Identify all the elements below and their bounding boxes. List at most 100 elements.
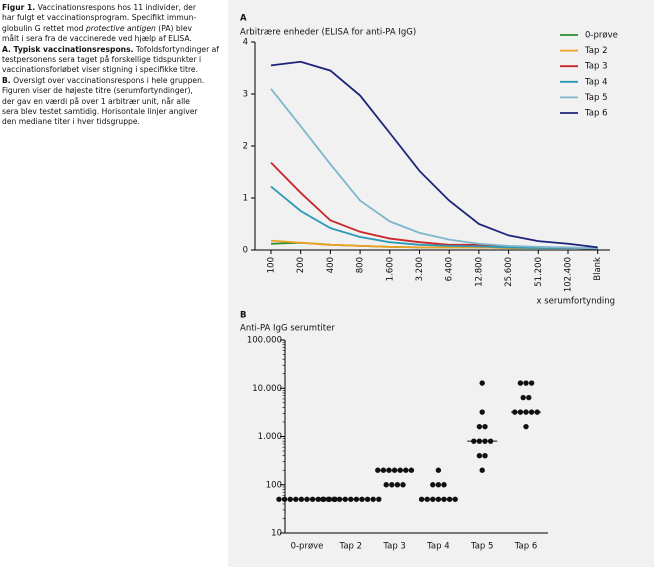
caption-line: Figur 1. Vaccinationsrespons hos 11 indi… xyxy=(2,3,224,13)
caption-line: har fulgt et vaccinationsprogram. Specif… xyxy=(2,13,224,23)
caption-run: testpersonens sera taget på forskellige … xyxy=(2,55,202,65)
caption-line: der gav en værdi på over 1 arbitrær unit… xyxy=(2,97,224,107)
dot xyxy=(375,467,381,473)
x-tick-label: Tap 2 xyxy=(339,542,363,552)
series-line xyxy=(270,185,598,250)
panel-title: B xyxy=(240,311,246,321)
legend-label: Tap 4 xyxy=(584,77,608,87)
dot xyxy=(523,423,529,430)
caption-run: B. xyxy=(2,75,11,85)
x-tick-label: 400 xyxy=(326,257,336,273)
caption-run: (PA) blev xyxy=(155,23,192,33)
y-axis-label: Anti-PA IgG serumtiter xyxy=(240,324,335,334)
dot xyxy=(479,380,485,386)
x-tick-label: 25.600 xyxy=(504,257,514,287)
series-line xyxy=(270,60,598,249)
dot xyxy=(435,467,442,473)
x-tick-label: Tap 6 xyxy=(514,542,538,552)
dot xyxy=(331,496,337,502)
y-tick-label: 100 xyxy=(266,480,282,490)
x-tick-label: Blank xyxy=(593,257,603,281)
y-tick-label: 3 xyxy=(243,90,248,100)
dot xyxy=(418,496,425,502)
caption-run: har fulgt et vaccinationsprogram. Specif… xyxy=(2,13,197,23)
dot xyxy=(389,482,395,488)
y-tick-label: 2 xyxy=(243,142,248,152)
legend-label: Tap 5 xyxy=(584,93,608,103)
dot xyxy=(517,380,524,386)
dot xyxy=(452,496,458,502)
caption-line: målt i sera fra de vaccinerede ved hjælp… xyxy=(2,34,224,44)
y-tick-label: 1 xyxy=(243,194,248,204)
dot xyxy=(400,482,406,488)
y-tick-label: 4 xyxy=(243,38,248,48)
dot xyxy=(526,394,532,401)
x-tick-label: 51.200 xyxy=(534,257,544,287)
caption-line: vaccinationsforløbet viser stigning i sp… xyxy=(2,65,224,75)
dot xyxy=(479,409,485,415)
x-tick-label: 800 xyxy=(356,257,366,273)
x-tick-label: 100 xyxy=(267,257,277,273)
dot xyxy=(376,496,382,502)
x-axis-label: x serumfortynding xyxy=(536,297,615,307)
caption-run: der gav en værdi på over 1 arbitrær unit… xyxy=(2,96,190,106)
caption-line: A. Typisk vaccinationsrespons. Tofoldsfo… xyxy=(2,45,224,55)
y-axis-label: Arbitrære enheder (ELISA for anti-PA IgG… xyxy=(240,28,416,38)
caption-run: vaccinationsforløbet viser stigning i sp… xyxy=(2,65,199,75)
caption-line: sera blev testet samtidig. Horisontale l… xyxy=(2,107,224,117)
caption-run: Tofoldsfortyndinger af xyxy=(133,44,219,54)
x-tick-label: 6.400 xyxy=(445,257,455,281)
x-tick-label: 200 xyxy=(296,257,306,273)
dot xyxy=(476,453,483,459)
x-tick-label: 3.200 xyxy=(415,257,425,281)
dot xyxy=(408,467,415,473)
dot xyxy=(383,482,389,488)
dot xyxy=(430,482,436,488)
caption-run: Figur 1. xyxy=(2,3,36,12)
caption-line: den mediane titer i hver tidsgruppe. xyxy=(2,117,224,127)
legend-label: Tap 6 xyxy=(584,109,608,119)
x-tick-label: Tap 3 xyxy=(382,542,406,552)
dot xyxy=(482,423,488,430)
y-tick-label: 100.000 xyxy=(247,336,282,346)
dot xyxy=(476,423,483,430)
dot xyxy=(320,496,326,502)
caption: Figur 1. Vaccinationsrespons hos 11 indi… xyxy=(2,3,224,128)
legend-label: Tap 2 xyxy=(584,46,608,56)
dot xyxy=(370,496,376,502)
caption-line: testpersonens sera taget på forskellige … xyxy=(2,55,224,65)
panel-bg xyxy=(228,0,654,567)
dot xyxy=(479,467,485,473)
caption-line: globulin G rettet mod protective antigen… xyxy=(2,24,224,34)
dot xyxy=(435,482,442,488)
dot xyxy=(281,496,288,502)
caption-run: Oversigt over vaccinationsrespons i hele… xyxy=(10,75,205,85)
dot xyxy=(276,496,282,502)
dot xyxy=(482,453,488,459)
series-line xyxy=(270,88,598,250)
caption-run: Vaccinationsrespons hos 11 individer, de… xyxy=(35,3,196,12)
panel-title: A xyxy=(240,14,247,24)
x-tick-label: Tap 5 xyxy=(470,542,494,552)
x-tick-label: 0-prøve xyxy=(291,542,324,552)
y-tick-label: 0 xyxy=(243,246,248,256)
caption-run: A. Typisk vaccinationsrespons. xyxy=(2,44,134,54)
legend-label: 0-prøve xyxy=(585,31,618,41)
caption-run: Figuren viser de højeste titre (serumfor… xyxy=(2,86,193,96)
dot xyxy=(520,394,526,401)
dot xyxy=(523,380,529,386)
caption-run: sera blev testet samtidig. Horisontale l… xyxy=(2,107,198,117)
dot xyxy=(287,496,293,502)
dot xyxy=(441,482,447,488)
x-tick-label: 12.800 xyxy=(474,257,484,287)
caption-line: B. Oversigt over vaccinationsrespons i h… xyxy=(2,76,224,86)
caption-run: protective antigen xyxy=(85,23,156,33)
dot xyxy=(364,496,371,502)
x-tick-label: 102.400 xyxy=(564,257,574,292)
legend-label: Tap 3 xyxy=(584,62,608,72)
caption-run: målt i sera fra de vaccinerede ved hjælp… xyxy=(2,34,192,44)
y-tick-label: 10 xyxy=(271,529,282,539)
caption-line: Figuren viser de højeste titre (serumfor… xyxy=(2,86,224,96)
